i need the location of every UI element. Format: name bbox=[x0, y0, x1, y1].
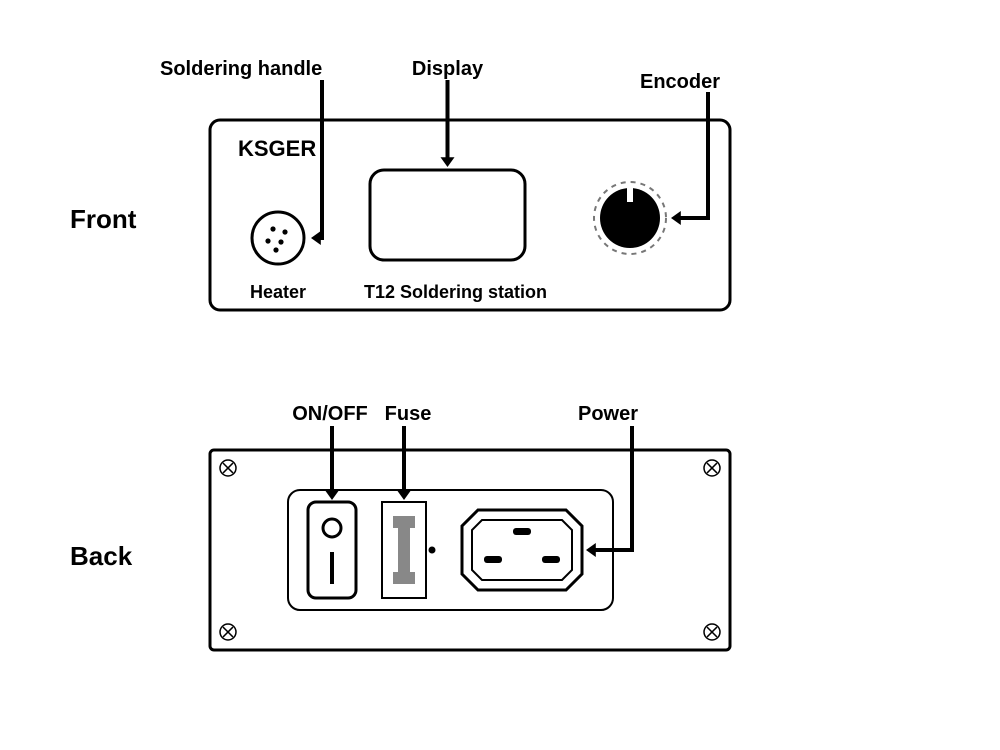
subtitle-label: T12 Soldering station bbox=[364, 282, 547, 302]
heater-connector bbox=[252, 212, 304, 264]
callout-fuse: Fuse bbox=[385, 403, 432, 425]
front-group: Front KSGER Heater T12 Soldering station Sol… bbox=[70, 58, 730, 310]
callout-handle: Soldering handle bbox=[160, 58, 322, 80]
brand-label: KSGER bbox=[238, 136, 316, 161]
callout-encoder: Encoder bbox=[640, 71, 720, 93]
callout-power: Power bbox=[578, 403, 638, 425]
callout-onoff: ON/OFF bbox=[292, 403, 368, 425]
heater-label: Heater bbox=[250, 282, 306, 302]
back-group: Back ON/OFF Fuse Power bbox=[70, 403, 730, 650]
callout-display: Display bbox=[412, 58, 484, 80]
back-side-label: Back bbox=[70, 541, 133, 571]
front-side-label: Front bbox=[70, 204, 137, 234]
